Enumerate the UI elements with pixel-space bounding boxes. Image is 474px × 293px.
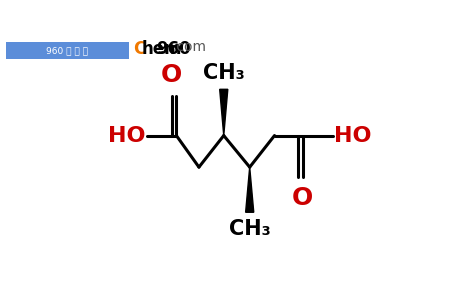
Text: HO: HO bbox=[109, 126, 146, 146]
Text: CH₃: CH₃ bbox=[229, 219, 271, 239]
Text: hem: hem bbox=[141, 40, 182, 58]
Text: HO: HO bbox=[334, 126, 372, 146]
Text: O: O bbox=[292, 186, 313, 210]
Polygon shape bbox=[246, 167, 254, 212]
FancyBboxPatch shape bbox=[6, 42, 129, 59]
Text: C: C bbox=[133, 40, 145, 58]
Text: CH₃: CH₃ bbox=[203, 62, 245, 83]
Text: .com: .com bbox=[173, 40, 206, 54]
Polygon shape bbox=[219, 89, 228, 136]
Text: 960 化 工 网: 960 化 工 网 bbox=[46, 46, 88, 55]
Text: O: O bbox=[161, 63, 182, 87]
Text: 960: 960 bbox=[156, 40, 191, 58]
